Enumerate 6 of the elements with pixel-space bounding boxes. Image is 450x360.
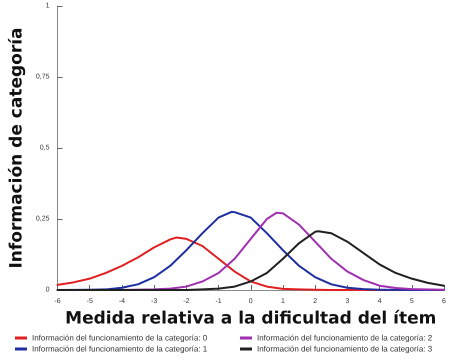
x-axis-title: Medida relativa a la dificultad del ítem	[65, 308, 436, 328]
y-axis-title: Información de categoría	[6, 27, 26, 269]
legend-label: Información del funcionamiento de la categoría: 2	[257, 334, 433, 342]
legend-label: Información del funcionamiento de la categoría: 0	[32, 334, 208, 342]
legend-label: Información del funcionamiento de la categoría: 1	[32, 344, 208, 354]
legend-label: Información del funcionamiento de la categoría: 3	[257, 344, 433, 354]
